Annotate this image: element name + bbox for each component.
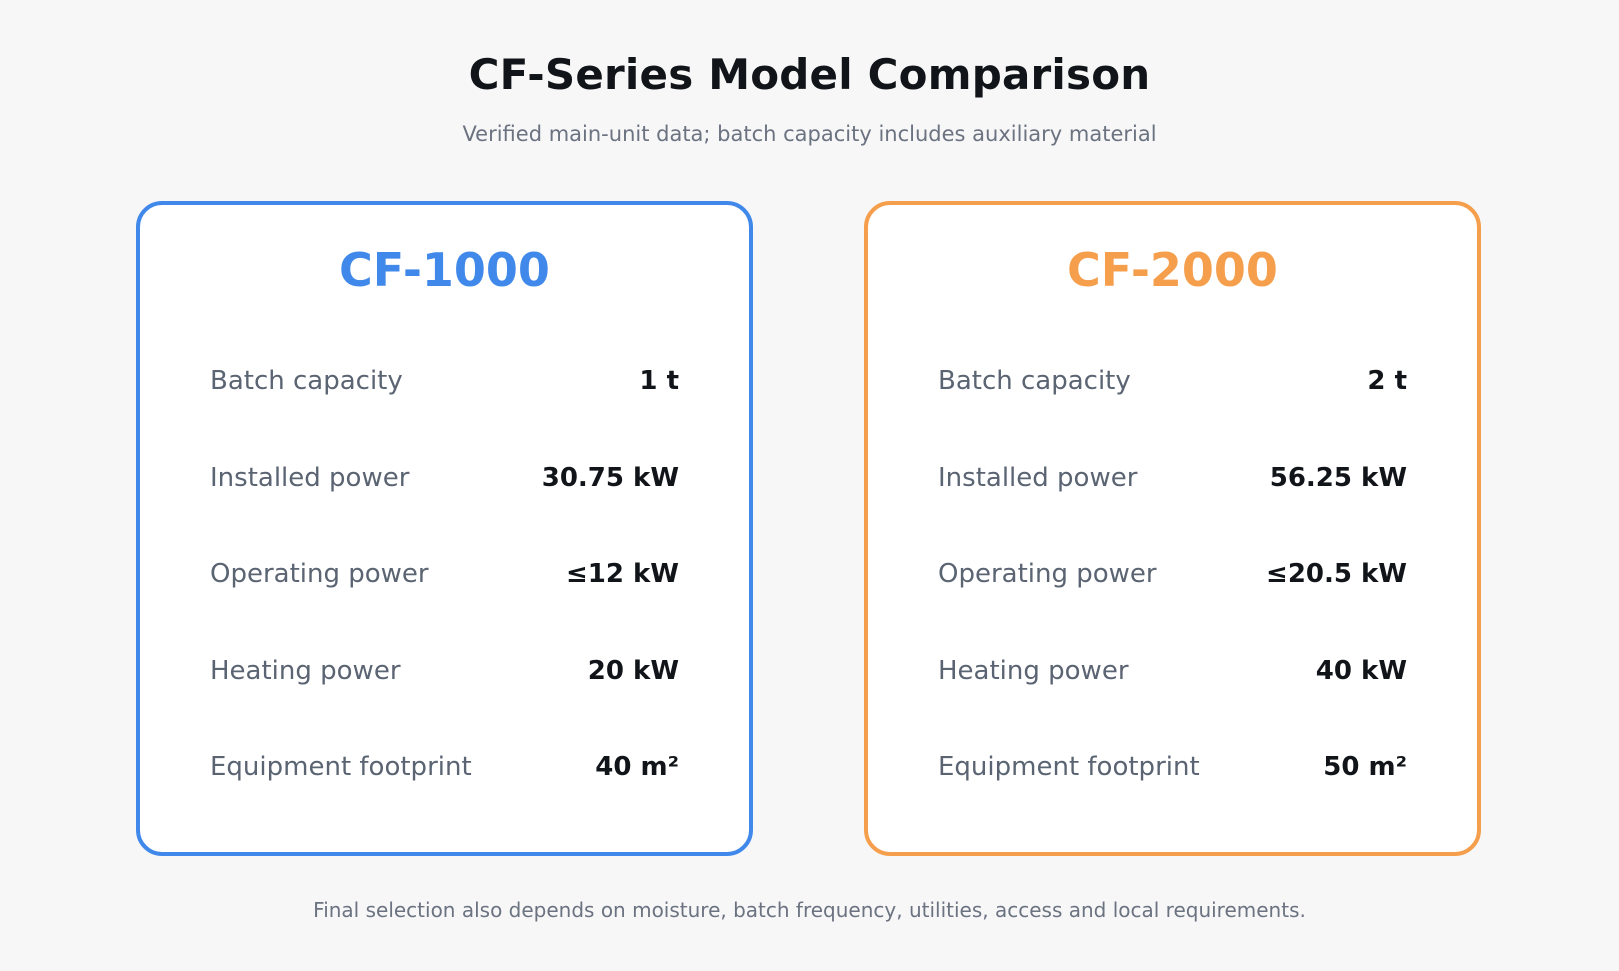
spec-value: 50 m² <box>1323 752 1407 783</box>
spec-label: Equipment footprint <box>210 752 472 783</box>
spec-label: Operating power <box>210 559 429 590</box>
spec-row-equipment-footprint: Equipment footprint 40 m² <box>210 719 679 816</box>
spec-row-operating-power: Operating power ≤12 kW <box>210 526 679 623</box>
spec-value: 40 m² <box>595 752 679 783</box>
spec-value: 56.25 kW <box>1269 462 1407 493</box>
spec-row-heating-power: Heating power 40 kW <box>938 623 1407 720</box>
spec-label: Installed power <box>210 462 410 493</box>
spec-row-installed-power: Installed power 30.75 kW <box>210 430 679 527</box>
spec-label: Heating power <box>938 655 1129 686</box>
spec-value: 40 kW <box>1315 655 1407 686</box>
spec-row-equipment-footprint: Equipment footprint 50 m² <box>938 719 1407 816</box>
spec-value: 30.75 kW <box>541 462 679 493</box>
spec-label: Batch capacity <box>210 366 403 397</box>
spec-value: ≤20.5 kW <box>1266 559 1407 590</box>
spec-label: Batch capacity <box>938 366 1131 397</box>
model-card-cf2000: CF-2000 Batch capacity 2 t Installed pow… <box>864 201 1481 856</box>
model-name: CF-1000 <box>339 243 550 297</box>
spec-label: Heating power <box>210 655 401 686</box>
spec-value: 20 kW <box>587 655 679 686</box>
footnote: Final selection also depends on moisture… <box>313 898 1306 922</box>
spec-value: 2 t <box>1367 366 1407 397</box>
spec-row-installed-power: Installed power 56.25 kW <box>938 430 1407 527</box>
spec-row-batch-capacity: Batch capacity 2 t <box>938 333 1407 430</box>
page-subtitle: Verified main-unit data; batch capacity … <box>462 122 1157 146</box>
spec-row-batch-capacity: Batch capacity 1 t <box>210 333 679 430</box>
spec-list: Batch capacity 1 t Installed power 30.75… <box>210 333 679 816</box>
spec-label: Equipment footprint <box>938 752 1200 783</box>
model-card-cf1000: CF-1000 Batch capacity 1 t Installed pow… <box>136 201 753 856</box>
spec-row-heating-power: Heating power 20 kW <box>210 623 679 720</box>
spec-label: Operating power <box>938 559 1157 590</box>
model-name: CF-2000 <box>1067 243 1278 297</box>
spec-label: Installed power <box>938 462 1138 493</box>
page-title: CF-Series Model Comparison <box>468 50 1151 99</box>
spec-value: ≤12 kW <box>566 559 679 590</box>
spec-value: 1 t <box>639 366 679 397</box>
spec-list: Batch capacity 2 t Installed power 56.25… <box>938 333 1407 816</box>
spec-row-operating-power: Operating power ≤20.5 kW <box>938 526 1407 623</box>
